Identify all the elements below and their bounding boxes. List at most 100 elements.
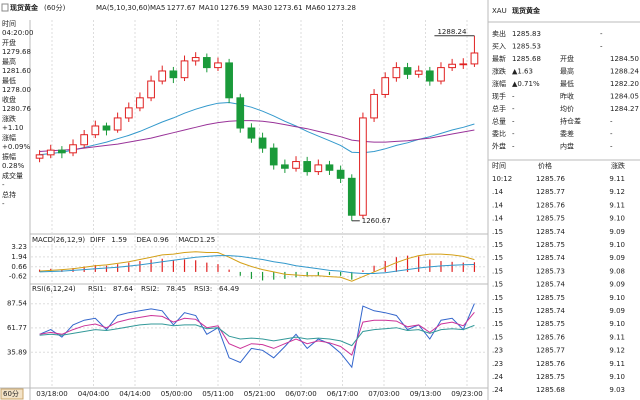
info-label: 开盘 [2,38,16,47]
date-label: 06/07:00 [285,390,316,398]
candle-body [46,149,55,156]
period-button-label[interactable]: 60分 [3,389,19,398]
info-label: 涨跌 [2,114,16,123]
candle-body [102,125,111,131]
candle-body [314,164,323,173]
tick-cell: 1285.73 [536,267,565,275]
quote-label: 最新 [492,54,506,63]
candle-body [336,169,345,179]
tick-cell: 9.11 [609,360,625,368]
quote-value: - [610,143,613,151]
quote-label: 总量 [492,117,506,126]
candle-body [258,137,267,149]
info-value: 1280.76 [2,105,31,113]
quote-label: 现手 [492,92,506,101]
candle-body [214,62,222,69]
quote-label: 委差 [560,129,574,138]
tick-cell: .15 [492,254,503,262]
candle-body [113,117,122,131]
ma-value: 1273.61 [274,4,303,12]
rsi-legend-name: RSI3: [194,285,212,293]
date-label: 07/03:00 [368,390,399,398]
tick-cell: .15 [492,281,503,289]
ma-name: MA30 [252,4,272,12]
tick-cell: 9.09 [609,307,625,315]
quote-value: - [600,43,603,51]
macd-legend-value: 1.59 [111,236,127,244]
tick-cell: 9.10 [609,320,625,328]
tick-cell: .15 [492,228,503,236]
macd-tick: 1.94 [11,253,27,261]
quote-value: - [512,93,515,101]
tick-cell: .23 [492,347,503,355]
date-label: 05/11:00 [202,390,233,398]
quote-label: 昨收 [560,92,574,101]
quote-value: - [512,130,515,138]
info-label: 收盘 [2,95,16,104]
tick-cell: 1285.77 [536,188,565,196]
info-label: 总持 [2,190,16,199]
info-value: - [2,200,5,208]
tick-cell: 9.10 [609,373,625,381]
candle-body [180,60,189,79]
icon [1,3,9,12]
tick-cell: 1285.74 [536,228,565,236]
candle-body [459,63,468,66]
quote-value: ▲1.63 [512,68,533,76]
ma-label: MA(5,10,30,60) [96,4,150,12]
tick-cell: 1285.76 [536,201,565,209]
quote-value: 1285.68 [512,55,541,63]
candle-body [325,164,334,171]
date-label: 05/00:00 [161,390,192,398]
candle-body [303,161,312,173]
quote-value: - [512,118,515,126]
info-label: 时间 [2,19,16,28]
tick-cell: .14 [492,188,504,196]
tick-cell: .15 [492,241,503,249]
candle-body [381,77,390,95]
quote-value: - [610,118,613,126]
tick-cell: 9.10 [609,215,625,223]
candle-body [448,63,456,69]
tick-cell: .15 [492,333,503,341]
candle-body [470,52,479,65]
candle-body [392,67,401,79]
quote-value: 1288.24 [610,68,639,76]
ma-name: MA5 [150,4,165,12]
quote-value: - [610,130,613,138]
candle-body [236,97,245,129]
quote-label: 最高 [560,67,574,76]
tick-cell: 1285.74 [536,254,565,262]
quote-name: 现货黄金 [512,6,541,15]
rsi-legend-name: RSI2: [141,285,159,293]
info-value: 1278.00 [2,86,31,94]
rsi-legend-value: 64.49 [219,285,239,293]
tick-cell: 9.09 [609,228,625,236]
macd-legend-name: DIFF [90,236,106,244]
info-value: 1281.60 [2,67,31,75]
quote-value: - [600,30,603,38]
quote-value: 1284.05 [610,93,639,101]
rsi-tick: 61.77 [7,324,27,332]
rsi-tick: 35.89 [7,348,27,356]
quote-value: - [512,105,515,113]
tick-cell: 1285.76 [536,360,565,368]
tick-cell: 1285.74 [536,307,565,315]
tick-cell: 9.09 [609,254,625,262]
quote-label: 涨幅 [492,79,506,88]
date-label: 09/13:00 [410,390,441,398]
quote-label: 内盘 [560,142,574,151]
macd-tick: 3.23 [11,243,27,251]
info-value: 04:20:00 [2,29,33,37]
candle-body [281,164,289,169]
candle-body [158,70,167,82]
quote-value: 1282.20 [610,80,639,88]
date-label: 06/17:00 [327,390,358,398]
quote-label: 总手 [492,104,506,113]
period-button[interactable] [0,388,24,400]
date-label: 04/04:00 [78,390,109,398]
tick-cell: .24 [492,386,504,394]
tick-cell: 9.11 [609,201,625,209]
tick-cell: 9.12 [609,188,625,196]
